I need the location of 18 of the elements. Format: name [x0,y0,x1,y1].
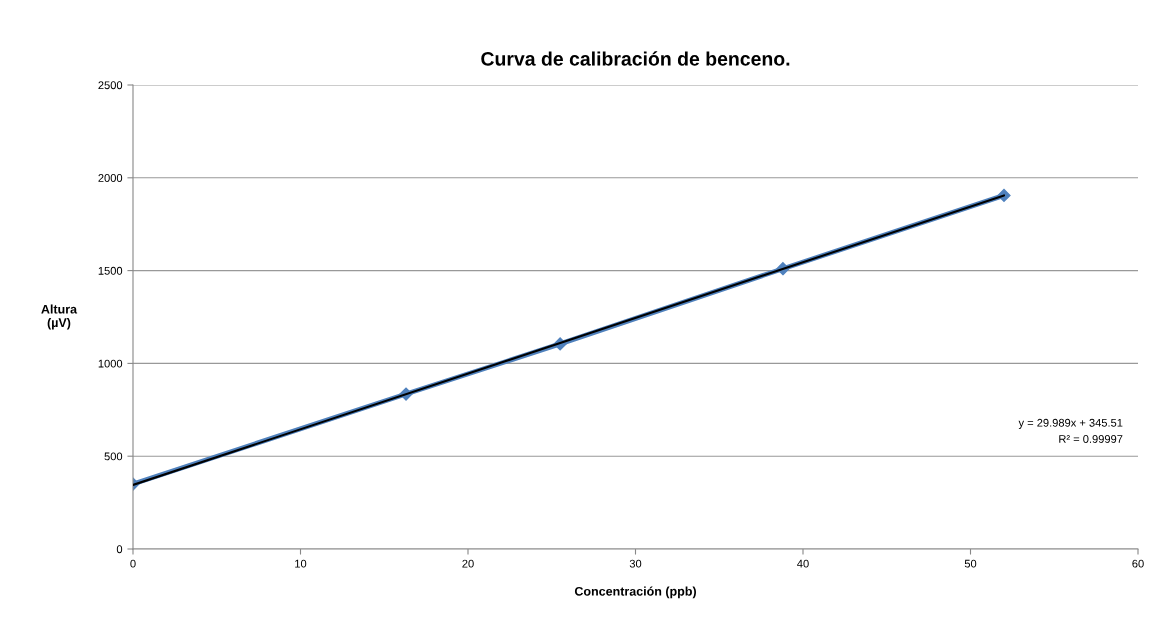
y-tick-label: 0 [116,545,123,554]
x-tick-label: 50 [964,559,977,568]
y-tick-label: 2000 [98,174,123,182]
x-tick-label: 20 [462,559,474,568]
x-tick-label: 60 [1132,559,1144,568]
y-tick-label: 2500 [98,81,123,90]
x-tick-label: 40 [797,559,809,568]
chart-title: Curva de calibración de benceno. [481,51,790,66]
y-tick-label: 1000 [98,359,123,368]
annotation: R² = 0.99997 [1059,435,1123,443]
y-tick-label: 1500 [98,266,123,275]
x-tick-label: 0 [130,559,136,568]
x-tick-label: 30 [629,559,642,568]
x-axis-title: Concentración (ppb) [574,586,696,599]
x-tick-label: 10 [295,559,307,568]
annotation: y = 29.989x + 345.51 [1018,418,1123,429]
y-axis-title: Altura (µV) [41,304,78,330]
y-tick-label: 500 [104,452,123,461]
